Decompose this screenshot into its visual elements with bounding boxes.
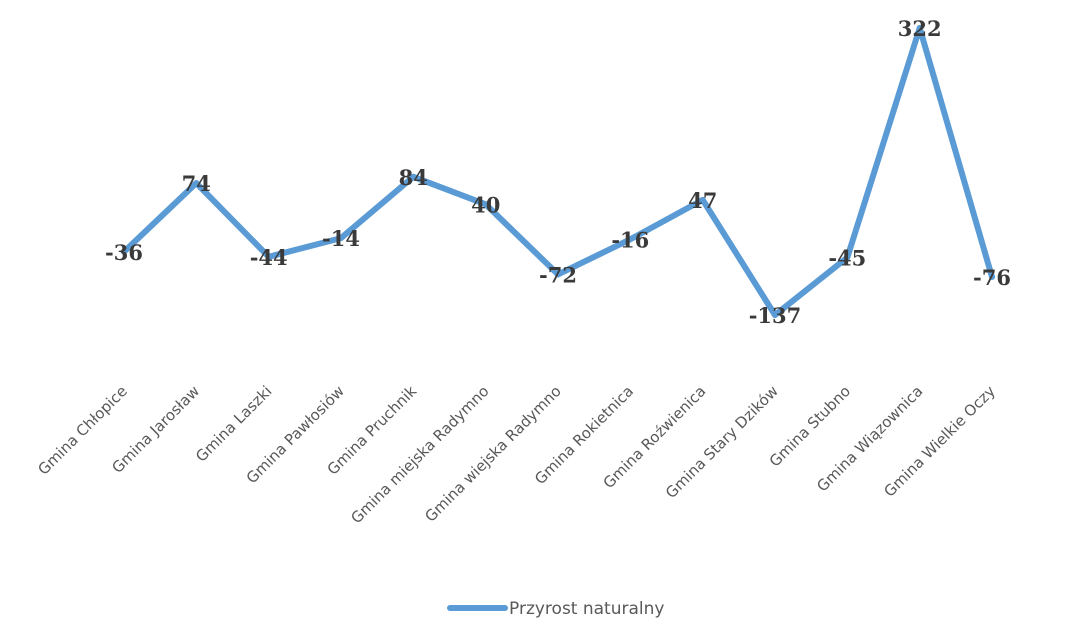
- data-label: -14: [322, 226, 360, 251]
- data-label: -45: [828, 246, 866, 271]
- data-label: -72: [539, 262, 577, 287]
- data-point: [338, 235, 344, 242]
- data-point: [193, 180, 200, 187]
- data-point: [121, 248, 127, 255]
- data-label: 84: [399, 165, 428, 190]
- data-point: [627, 236, 634, 243]
- data-point: [989, 273, 995, 280]
- x-tick-label: Gmina miejska Radymno: [347, 382, 492, 527]
- data-label: -76: [973, 265, 1011, 290]
- legend: Przyrost naturalny: [447, 599, 664, 619]
- data-label: 47: [688, 188, 717, 213]
- plot-area: -36 74 -44 -14 84 40 -72 -16 47 -137 -45 322 -76: [105, 16, 1011, 328]
- data-point: [555, 271, 561, 278]
- data-point: [265, 253, 272, 260]
- data-label: -16: [611, 227, 649, 252]
- data-label: -137: [749, 303, 802, 328]
- x-tick-label: Gmina wiejska Radymno: [421, 382, 564, 525]
- data-point: [482, 201, 489, 208]
- data-label: 40: [471, 192, 500, 217]
- data-point: [844, 254, 851, 261]
- legend-label-przyrost-naturalny: Przyrost naturalny: [509, 599, 664, 619]
- data-point: [772, 312, 778, 318]
- data-label: 322: [898, 16, 942, 41]
- data-point: [916, 25, 923, 31]
- data-point: [410, 173, 417, 180]
- data-label: -36: [105, 240, 143, 265]
- data-point: [699, 196, 706, 203]
- data-label: -44: [250, 245, 288, 270]
- data-label: 74: [182, 171, 211, 196]
